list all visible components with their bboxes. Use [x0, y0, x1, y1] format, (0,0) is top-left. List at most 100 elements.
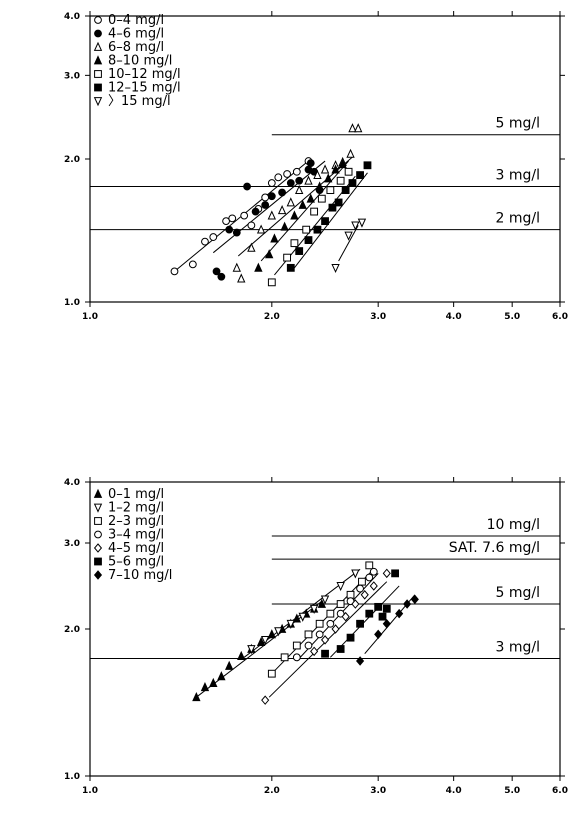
data-point: [265, 249, 274, 259]
data-point: [267, 629, 277, 639]
y-tick-label: 4.0: [64, 12, 80, 22]
y-tick-label: 1.0: [64, 772, 80, 782]
x-tick-label: 2.0: [264, 312, 280, 322]
data-point: [328, 203, 337, 212]
y-tick-label: 1.0: [64, 298, 80, 308]
reference-line-label: 2 mg/l: [496, 211, 541, 227]
legend-marker: [93, 97, 103, 107]
data-point: [341, 186, 350, 195]
x-tick-label: 3.0: [370, 312, 386, 322]
data-point: [256, 636, 266, 647]
data-point: [295, 247, 304, 255]
data-point: [403, 599, 412, 609]
legend-label: 〉15 mg/l: [108, 94, 171, 109]
data-point: [346, 148, 355, 158]
legend-label: 4–6 mg/l: [108, 27, 164, 42]
data-point: [306, 159, 315, 168]
data-point: [338, 159, 347, 169]
data-point: [341, 611, 350, 622]
data-point: [351, 221, 360, 231]
data-point: [302, 225, 311, 234]
data-point: [395, 608, 404, 619]
legend-label: 5–6 mg/l: [108, 555, 164, 570]
data-point: [344, 167, 353, 176]
data-point: [201, 237, 209, 246]
data-point: [317, 598, 327, 608]
data-point: [306, 193, 315, 203]
data-point: [320, 635, 330, 645]
data-point: [374, 629, 383, 640]
data-point: [313, 169, 322, 179]
data-point: [251, 207, 260, 216]
legend-label: 7–10 mg/l: [108, 568, 172, 583]
data-point: [324, 173, 333, 183]
legend-label: 3–4 mg/l: [108, 528, 164, 543]
data-point: [247, 221, 256, 230]
data-point: [391, 569, 400, 578]
data-point: [331, 624, 340, 634]
data-point: [360, 590, 369, 600]
data-point: [331, 164, 340, 174]
data-point: [315, 619, 324, 628]
data-point: [346, 633, 355, 642]
data-point: [369, 581, 378, 591]
data-point: [232, 262, 241, 272]
reference-line-label: 3 mg/l: [496, 640, 541, 656]
regression-line: [294, 172, 368, 269]
x-tick-label: 5.0: [504, 786, 520, 796]
data-point: [256, 224, 266, 234]
legend-marker: [93, 488, 103, 498]
data-point: [365, 561, 374, 570]
data-point: [304, 236, 313, 244]
data-point: [344, 231, 353, 241]
data-point: [240, 211, 249, 220]
data-point: [286, 197, 295, 207]
data-point: [326, 186, 335, 195]
data-point: [237, 650, 246, 661]
reference-line-label: 5 mg/l: [496, 585, 541, 601]
data-point: [222, 217, 230, 226]
data-point: [326, 619, 335, 628]
data-point: [292, 613, 302, 623]
x-tick-label: 4.0: [446, 312, 462, 322]
data-point: [351, 569, 360, 579]
data-point: [358, 577, 366, 586]
data-point: [261, 695, 270, 705]
data-point: [336, 600, 345, 608]
data-point: [290, 210, 299, 220]
data-point: [356, 171, 364, 179]
data-point: [192, 692, 201, 702]
data-point: [228, 214, 237, 223]
legend-marker: [93, 543, 103, 553]
legend-label: 1–2 mg/l: [108, 501, 164, 516]
data-point: [217, 671, 226, 681]
data-point: [209, 233, 218, 241]
data-point: [382, 618, 391, 629]
data-point: [410, 594, 419, 605]
data-point: [374, 602, 383, 611]
y-tick-label: 2.0: [64, 625, 80, 635]
data-point: [292, 167, 301, 176]
legend-marker: [94, 29, 102, 38]
data-point: [304, 175, 313, 185]
x-tick-label: 1.0: [82, 312, 98, 322]
legend-marker: [94, 70, 102, 78]
legend-label: 12–15 mg/l: [108, 81, 181, 96]
data-point: [200, 682, 210, 692]
data-point: [232, 228, 241, 237]
x-tick-label: 1.0: [82, 786, 98, 796]
data-point: [280, 221, 289, 231]
x-tick-label: 2.0: [264, 786, 280, 796]
data-point: [270, 233, 279, 243]
data-point: [286, 263, 295, 272]
data-point: [348, 123, 357, 133]
legend-label: 0–1 mg/l: [108, 487, 164, 502]
data-point: [254, 262, 263, 272]
data-point: [237, 273, 246, 283]
legend-marker: [93, 41, 103, 51]
data-point: [274, 627, 283, 637]
data-point: [212, 267, 221, 276]
x-tick-label: 6.0: [552, 312, 568, 322]
data-point: [280, 653, 289, 662]
data-point: [286, 179, 295, 187]
